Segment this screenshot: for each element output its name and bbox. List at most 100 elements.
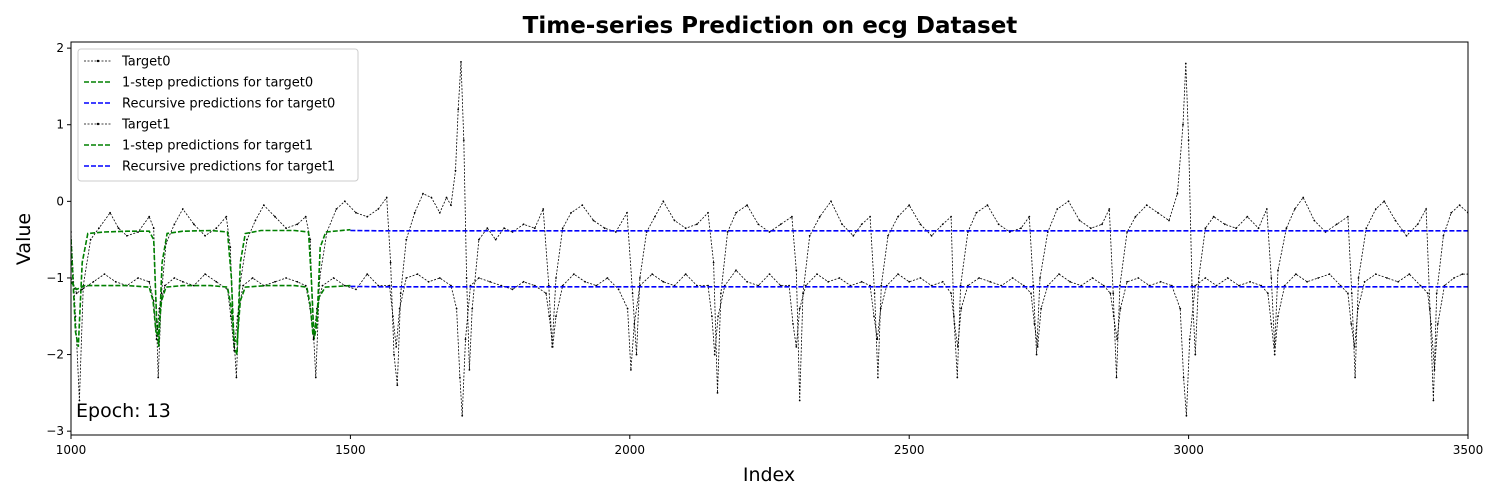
series-3-point bbox=[103, 273, 106, 275]
series-3-point bbox=[1116, 338, 1118, 341]
series-3-point bbox=[1179, 307, 1182, 310]
series-3-point bbox=[1357, 307, 1359, 310]
series-3-point bbox=[1204, 277, 1207, 279]
series-0-point bbox=[229, 246, 232, 249]
y-tick-label: −2 bbox=[46, 348, 64, 362]
series-3-point bbox=[1436, 323, 1439, 325]
series-0-point bbox=[1265, 208, 1268, 210]
series-3-point bbox=[164, 284, 166, 287]
legend-marker bbox=[96, 122, 100, 126]
plot-area bbox=[71, 61, 1468, 417]
series-3-point bbox=[950, 292, 952, 295]
series-0-point bbox=[1101, 223, 1103, 226]
series-3-point bbox=[989, 280, 992, 283]
series-0-point bbox=[137, 231, 140, 233]
series-3-point bbox=[735, 269, 737, 272]
series-0-point bbox=[465, 277, 468, 279]
series-0-point bbox=[818, 215, 821, 218]
series-3-point bbox=[438, 277, 441, 279]
y-tick-label: 0 bbox=[56, 194, 64, 208]
series-0-point bbox=[1157, 211, 1159, 214]
series-0-point bbox=[445, 196, 448, 199]
series-0-point bbox=[1293, 208, 1296, 210]
series-0-point bbox=[897, 215, 899, 218]
series-0-point bbox=[335, 208, 338, 210]
series-0-point bbox=[157, 376, 160, 379]
series-3-point bbox=[181, 280, 184, 283]
series-3-point bbox=[1126, 280, 1128, 283]
legend-label: Recursive predictions for target0 bbox=[122, 97, 335, 112]
series-3-point bbox=[366, 273, 369, 275]
series-0-point bbox=[462, 139, 465, 142]
series-3-point bbox=[860, 280, 863, 283]
series-0-point bbox=[304, 215, 307, 218]
x-tick-label: 2000 bbox=[615, 443, 646, 457]
series-3-point bbox=[215, 280, 218, 283]
y-axis: −3 −2 −1 0 1 2 bbox=[46, 41, 71, 438]
series-0-point bbox=[720, 292, 722, 295]
series-3-point bbox=[204, 273, 207, 275]
series-0-line bbox=[71, 61, 1468, 401]
series-3-point bbox=[662, 280, 665, 283]
series-3-point bbox=[405, 277, 408, 279]
series-0-point bbox=[626, 211, 628, 214]
series-3-point bbox=[838, 277, 841, 279]
x-tick-label: 1500 bbox=[335, 443, 366, 457]
series-0-point bbox=[1394, 219, 1397, 222]
series-0-point bbox=[986, 204, 989, 207]
legend-item: Recursive predictions for target1 bbox=[84, 160, 335, 175]
series-0-point bbox=[1224, 223, 1226, 226]
series-3-point bbox=[92, 280, 95, 283]
series-3-point bbox=[1277, 315, 1279, 318]
series-3-point bbox=[1350, 323, 1353, 325]
series-0-point bbox=[555, 277, 557, 279]
series-3-point bbox=[548, 315, 551, 318]
series-3-point bbox=[461, 414, 464, 417]
series-3-point bbox=[274, 280, 276, 283]
legend-item: Recursive predictions for target0 bbox=[84, 97, 335, 112]
series-3-point bbox=[713, 353, 716, 356]
series-3-point bbox=[978, 277, 980, 279]
series-0-point bbox=[522, 223, 525, 226]
x-tick-label: 3500 bbox=[1453, 443, 1484, 457]
series-3-point bbox=[953, 323, 956, 325]
series-0-point bbox=[1194, 353, 1197, 356]
series-0-point bbox=[635, 353, 638, 356]
series-3-point bbox=[630, 369, 632, 371]
series-0-point bbox=[1354, 376, 1356, 379]
series-3-point bbox=[1374, 273, 1377, 275]
series-0-point bbox=[631, 292, 634, 295]
series-0-point bbox=[78, 399, 81, 402]
x-tick-label: 2500 bbox=[894, 443, 925, 457]
series-0-point bbox=[246, 238, 248, 241]
series-3-point bbox=[1386, 277, 1388, 279]
legend-item: Target0 bbox=[84, 55, 171, 70]
y-tick-label: 2 bbox=[56, 41, 64, 55]
series-3-point bbox=[242, 284, 245, 287]
series-3-point bbox=[584, 280, 586, 283]
series-3-point bbox=[919, 277, 922, 279]
series-0-point bbox=[887, 234, 889, 237]
series-3-point bbox=[879, 307, 882, 310]
series-0-point bbox=[160, 292, 163, 295]
series-0-point bbox=[930, 234, 933, 237]
series-0-point bbox=[422, 192, 424, 195]
series-0-point bbox=[779, 223, 782, 226]
series-3-point bbox=[395, 346, 398, 348]
series-0-point bbox=[735, 211, 737, 214]
series-3-point bbox=[1328, 273, 1331, 275]
series-0-point bbox=[533, 227, 536, 230]
series-0-point bbox=[204, 234, 207, 237]
series-0-point bbox=[148, 215, 151, 218]
series-3-point bbox=[1397, 280, 1399, 283]
series-3-point bbox=[155, 338, 158, 341]
series-3-point bbox=[229, 315, 232, 318]
series-3-point bbox=[1030, 292, 1032, 295]
series-0-point bbox=[366, 215, 369, 218]
series-3-point bbox=[343, 284, 346, 287]
series-0-point bbox=[1313, 219, 1316, 222]
series-3-point bbox=[795, 346, 798, 348]
series-0-point bbox=[830, 200, 832, 203]
series-3-point bbox=[148, 280, 151, 283]
